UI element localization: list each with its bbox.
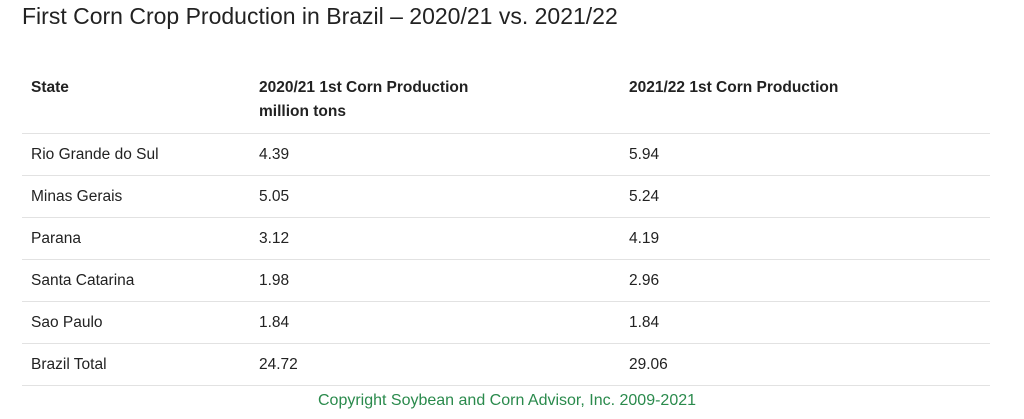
- column-label: State: [31, 79, 69, 96]
- column-label: 2021/22 1st Corn Production: [629, 79, 839, 96]
- table-cell: 4.19: [620, 217, 990, 260]
- table-cell: 4.39: [250, 133, 620, 176]
- table-body: Rio Grande do Sul 4.39 5.94 Minas Gerais 5.0…: [22, 133, 990, 386]
- column-header: State: [22, 70, 250, 134]
- column-header: 2021/22 1st Corn Production: [620, 70, 990, 134]
- table-row: Parana 3.12 4.19: [22, 217, 990, 260]
- page-title: First Corn Crop Production in Brazil – 2…: [22, 3, 618, 29]
- table-cell: 5.94: [620, 133, 990, 176]
- table-cell: Santa Catarina: [22, 259, 250, 302]
- table-cell: 1.84: [250, 301, 620, 344]
- copyright: Copyright Soybean and Corn Advisor, Inc.…: [317, 392, 697, 409]
- table-head: State 2020/21 1st Corn Production million …: [22, 70, 990, 134]
- table-cell: Parana: [22, 217, 250, 260]
- table-cell: 1.98: [250, 259, 620, 302]
- header-row: State 2020/21 1st Corn Production million …: [22, 70, 990, 134]
- table-cell: 29.06: [620, 343, 990, 386]
- column-unit: million tons: [259, 103, 346, 120]
- table-row: Minas Gerais 5.05 5.24: [22, 175, 990, 218]
- table-cell: 5.24: [620, 175, 990, 218]
- data-table: State 2020/21 1st Corn Production million …: [22, 70, 990, 386]
- table-cell: Rio Grande do Sul: [22, 133, 250, 176]
- column-header: 2020/21 1st Corn Production million tons: [250, 70, 620, 134]
- table-cell: Brazil Total: [22, 343, 250, 386]
- table-cell: 1.84: [620, 301, 990, 344]
- table-row: Rio Grande do Sul 4.39 5.94: [22, 133, 990, 176]
- column-label: 2020/21 1st Corn Production: [259, 79, 469, 96]
- table-row: Santa Catarina 1.98 2.96: [22, 259, 990, 302]
- table-cell: Sao Paulo: [22, 301, 250, 344]
- table-cell: 24.72: [250, 343, 620, 386]
- table-cell: 5.05: [250, 175, 620, 218]
- table-cell: 3.12: [250, 217, 620, 260]
- table-cell: 2.96: [620, 259, 990, 302]
- table-row: Sao Paulo 1.84 1.84: [22, 301, 990, 344]
- table-row: Brazil Total 24.72 29.06: [22, 343, 990, 386]
- table-cell: Minas Gerais: [22, 175, 250, 218]
